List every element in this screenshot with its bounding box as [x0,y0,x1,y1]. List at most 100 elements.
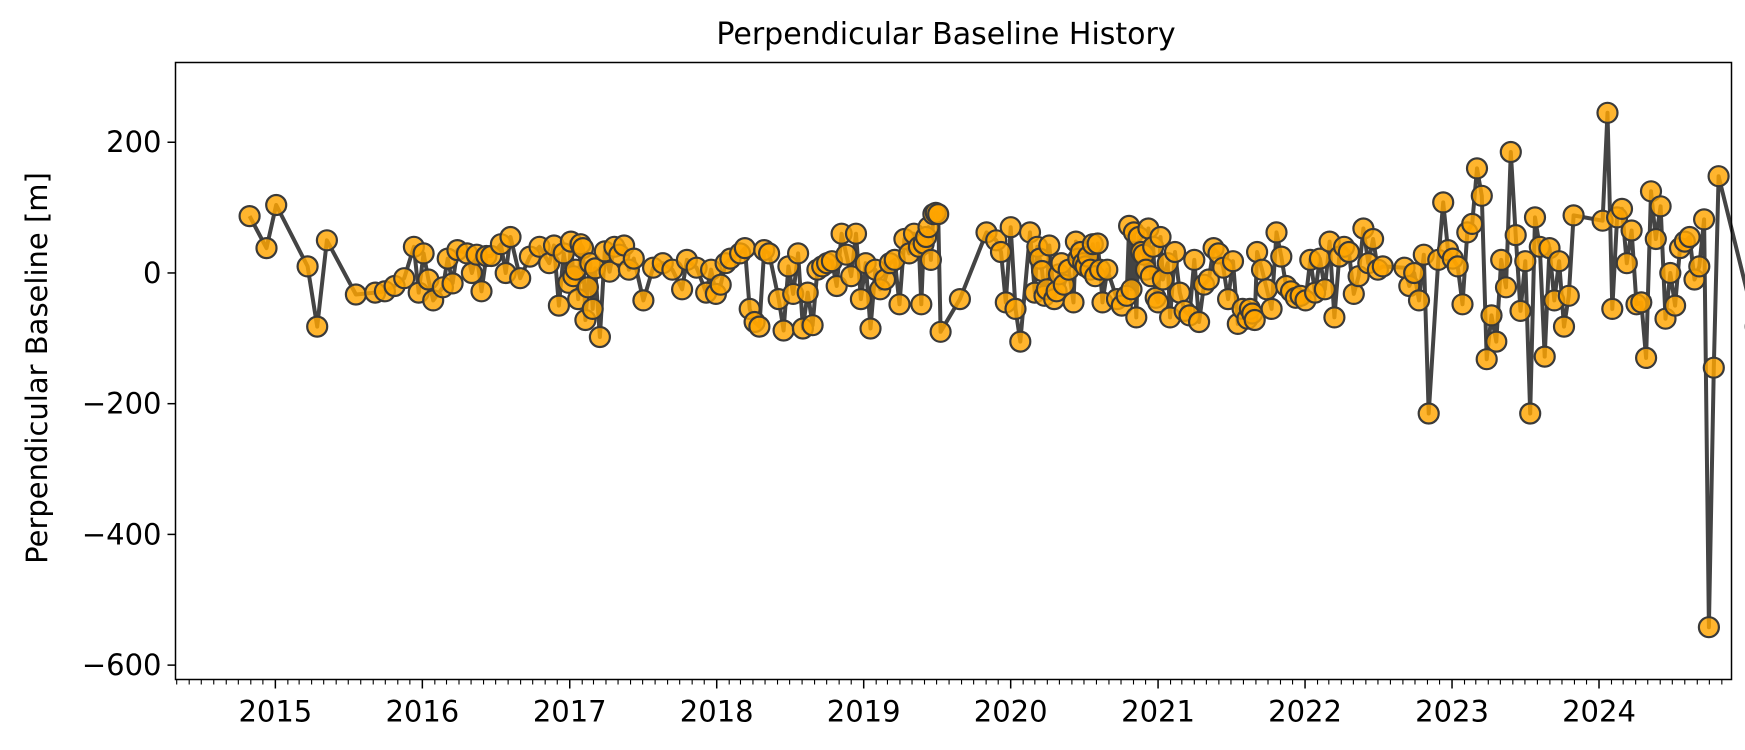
data-point [1659,261,1682,285]
y-tick-label: −600 [82,648,162,682]
data-point [1197,268,1220,291]
data-point [888,293,911,316]
data-point [265,193,288,217]
data-point [460,261,483,285]
x-tick-label: 2022 [1268,695,1342,729]
data-point [1697,616,1721,639]
data-point [927,203,950,226]
data-point [1009,330,1032,353]
data-point [238,205,261,228]
data-point [835,243,858,266]
data-point [1096,258,1119,281]
data-point [989,240,1013,264]
data-point [315,229,338,252]
data-point [1499,140,1522,164]
plot-area [238,101,1745,639]
data-point [1490,248,1513,271]
chart-title: Perpendicular Baseline History [716,17,1175,52]
data-point [1361,227,1385,251]
data-point [844,222,868,245]
x-tick-label: 2020 [974,695,1048,729]
data-point [801,314,824,337]
x-tick-label: 2016 [385,695,459,729]
data-point [1475,348,1498,371]
data-point [1371,255,1394,278]
data-point [1417,402,1440,425]
data-point [1255,278,1278,301]
data-point [588,325,612,349]
x-tick-label: 2021 [1121,695,1195,729]
x-tick-label: 2015 [238,695,312,729]
data-point [1270,245,1293,268]
data-point [1470,184,1493,207]
data-point [1610,197,1634,220]
data-point [1168,281,1191,304]
data-point [1485,330,1508,353]
data-point [1243,308,1266,332]
data-point [1702,356,1725,379]
data-point [509,267,532,290]
data-point [709,273,732,296]
data-point [1552,315,1576,338]
data-point [929,320,952,343]
data-point [919,248,943,271]
data-point [576,276,600,299]
y-tick-label: −200 [82,387,162,421]
data-point [1465,157,1489,180]
data-point [748,315,771,338]
data-point [1125,306,1148,329]
data-point [1678,225,1701,249]
data-point [1547,250,1571,273]
data-point [1514,250,1537,273]
x-tick-label: 2017 [533,695,607,729]
data-point [1480,304,1503,327]
data-point [1062,291,1085,314]
axes: 200 0 −200 −400 −600 2015 2016 2017 2018 2019 2020… [82,125,1723,729]
x-tick-label: 2018 [680,695,754,729]
data-point [296,255,319,278]
data-point [1461,212,1484,235]
data-point [1260,297,1283,320]
data-point [344,283,367,306]
data-point [1533,345,1556,368]
data-point [1183,248,1206,271]
data-point [910,293,933,316]
data-point [859,317,882,340]
data-point [1403,261,1426,285]
data-point [441,272,464,295]
data-point [1663,294,1687,317]
data-point [1596,101,1619,124]
data-point [1707,165,1730,188]
data-point [849,288,873,311]
data-point [1187,310,1211,334]
data-point [1451,293,1474,316]
data-point [1504,224,1527,247]
y-tick-label: −400 [82,517,162,551]
data-point [757,242,781,265]
data-point [499,225,522,249]
data-point [622,247,645,270]
data-point [796,281,819,304]
data-point [1120,278,1143,301]
data-point [547,294,571,317]
data-point [470,280,493,303]
data-point [1038,234,1061,257]
data-point [1337,240,1361,264]
data-point [1432,191,1455,214]
data-point [1644,227,1667,251]
data-point [840,265,863,288]
data-point [1004,297,1027,320]
data-point [1149,225,1172,249]
plot-frame [174,61,1733,681]
data-point [670,278,694,301]
data-point [1407,289,1431,312]
data-point [255,237,278,260]
data-point [1523,206,1547,229]
data-point [1557,284,1580,307]
x-tick-label: 2024 [1562,695,1636,729]
data-point [1221,250,1245,273]
data-point [412,242,435,265]
x-tick-label: 2023 [1415,695,1489,729]
data-point [632,289,655,312]
data-point [1250,258,1274,281]
